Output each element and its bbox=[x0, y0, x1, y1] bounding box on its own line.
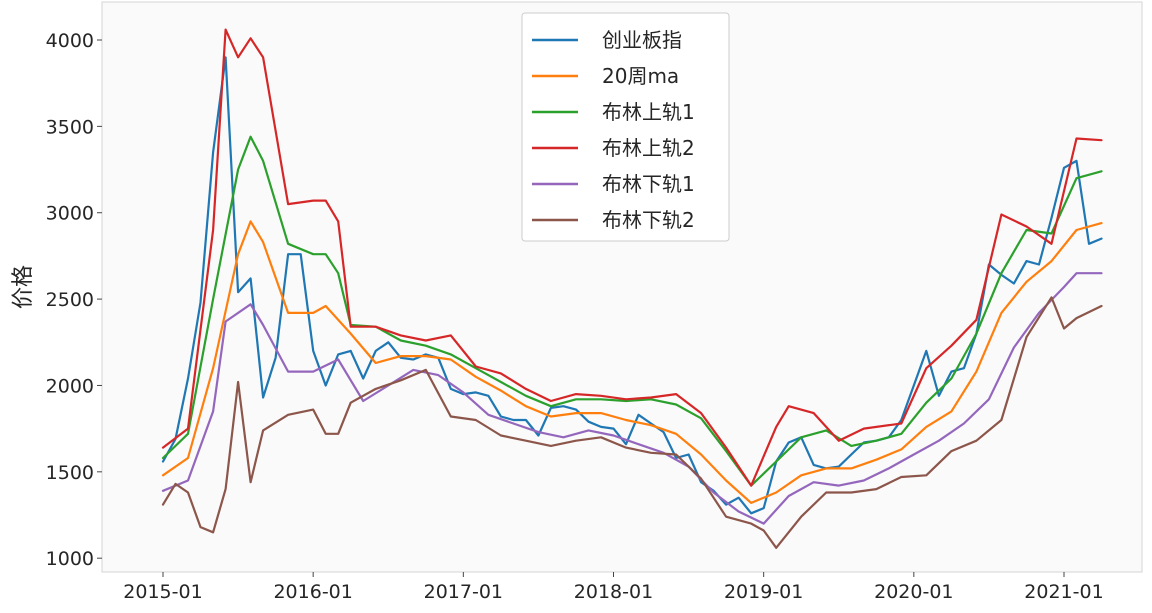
x-axis-ticks: 2015-01 2016-01 2017-01 2018-01 2019-01 2020-… bbox=[123, 572, 1104, 603]
series-line-3 bbox=[161, 28, 1103, 487]
x-tick-label-5: 2020-01 bbox=[874, 581, 953, 603]
legend: 创业板指 20周ma 布林上轨1 布林上轨2 布林下轨1 布林下轨2 bbox=[521, 12, 730, 242]
legend-label-0: 创业板指 bbox=[602, 28, 682, 52]
x-tick-label-2: 2017-01 bbox=[424, 581, 503, 603]
legend-label-1: 20周ma bbox=[602, 64, 679, 88]
y-tick-label-4: 3000 bbox=[46, 203, 94, 225]
series-line-2 bbox=[161, 135, 1103, 487]
y-tick-label-1: 1500 bbox=[46, 462, 94, 484]
y-tick-label-3: 2500 bbox=[46, 289, 94, 311]
x-tick-label-0: 2015-01 bbox=[123, 581, 202, 603]
series-line-4 bbox=[161, 272, 1103, 525]
y-tick-label-0: 1000 bbox=[46, 548, 94, 570]
series-line-1 bbox=[161, 220, 1103, 504]
legend-label-2: 布林上轨1 bbox=[602, 100, 695, 124]
legend-items: 创业板指 20周ma 布林上轨1 布林上轨2 布林下轨1 布林下轨2 bbox=[532, 28, 695, 232]
legend-label-5: 布林下轨2 bbox=[602, 208, 695, 232]
y-tick-label-2: 2000 bbox=[46, 375, 94, 397]
series-line-5 bbox=[161, 296, 1103, 549]
y-tick-label-6: 4000 bbox=[46, 30, 94, 52]
y-axis-label: 价格 bbox=[11, 265, 36, 309]
x-tick-label-3: 2018-01 bbox=[574, 581, 653, 603]
y-axis-ticks: 1000 1500 2000 2500 3000 3500 4000 bbox=[46, 30, 102, 570]
x-tick-label-4: 2019-01 bbox=[724, 581, 803, 603]
legend-label-4: 布林下轨1 bbox=[602, 172, 695, 196]
y-tick-label-5: 3500 bbox=[46, 116, 94, 138]
series-lines bbox=[161, 28, 1103, 549]
x-tick-label-1: 2016-01 bbox=[273, 581, 352, 603]
legend-label-3: 布林上轨2 bbox=[602, 136, 695, 160]
x-tick-label-6: 2021-01 bbox=[1024, 581, 1103, 603]
